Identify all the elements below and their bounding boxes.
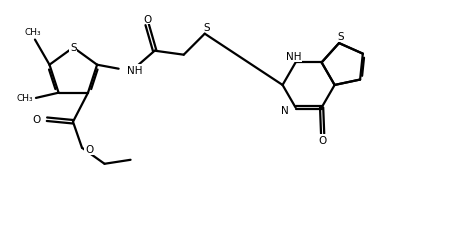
Text: S: S [337,32,344,42]
Text: NH: NH [286,52,301,62]
Text: O: O [85,144,93,154]
Text: S: S [203,23,210,33]
Text: CH₃: CH₃ [24,27,41,36]
Text: O: O [33,115,41,125]
Text: O: O [143,15,151,24]
Text: O: O [318,135,327,146]
Text: CH₃: CH₃ [17,94,33,103]
Text: S: S [70,43,77,53]
Text: NH: NH [127,65,143,75]
Text: N: N [281,105,289,115]
